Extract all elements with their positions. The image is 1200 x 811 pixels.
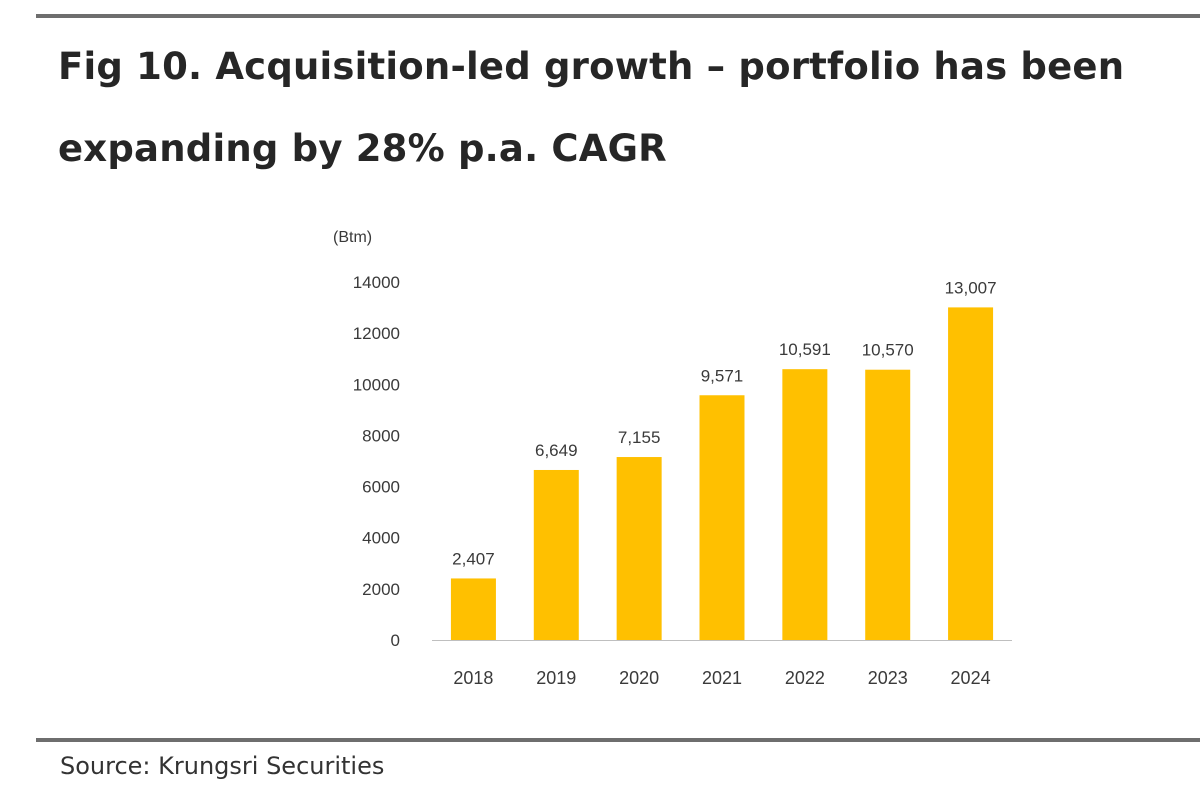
source-note: Source: Krungsri Securities [60, 752, 385, 780]
data-label-2020: 7,155 [618, 428, 661, 447]
y-tick-label: 10000 [353, 375, 400, 394]
y-tick-label: 12000 [353, 324, 400, 343]
data-label-2022: 10,591 [779, 340, 831, 359]
y-tick-label: 6000 [362, 478, 400, 497]
data-label-2018: 2,407 [452, 549, 495, 568]
y-tick-label: 2000 [362, 580, 400, 599]
x-tick-label-2024: 2024 [951, 668, 991, 688]
bar-2024 [948, 307, 994, 640]
x-tick-label-2021: 2021 [702, 668, 742, 688]
bars [450, 307, 994, 640]
x-tick-label-2022: 2022 [785, 668, 825, 688]
data-label-2023: 10,570 [862, 341, 914, 360]
data-label-2021: 9,571 [701, 366, 744, 385]
y-tick-label: 8000 [362, 426, 400, 445]
x-axis-ticks: 2018 2019 2020 2021 2022 2023 2024 [453, 668, 990, 688]
data-labels: 2,407 6,649 7,155 9,571 10,591 10,570 13,007 [452, 278, 996, 568]
bar-2022 [782, 369, 828, 640]
data-label-2019: 6,649 [535, 441, 578, 460]
y-axis-unit-label: (Btm) [333, 229, 372, 246]
top-rule [36, 14, 1200, 18]
y-tick-label: 4000 [362, 529, 400, 548]
y-tick-label: 0 [391, 631, 400, 650]
x-tick-label-2019: 2019 [536, 668, 576, 688]
y-axis-ticks: 0 2000 4000 6000 8000 10000 12000 14000 [353, 273, 400, 650]
figure-title: Fig 10. Acquisition-led growth – portfol… [58, 45, 1125, 170]
y-tick-label: 14000 [353, 273, 400, 292]
bar-2020 [616, 457, 662, 640]
bar-2023 [865, 369, 911, 640]
x-tick-label-2023: 2023 [868, 668, 908, 688]
x-tick-label-2018: 2018 [453, 668, 493, 688]
x-tick-label-2020: 2020 [619, 668, 659, 688]
bar-2018 [450, 578, 496, 640]
bar-2021 [699, 395, 745, 640]
data-label-2024: 13,007 [945, 278, 997, 297]
bottom-rule [36, 738, 1200, 742]
bar-2019 [533, 469, 579, 640]
